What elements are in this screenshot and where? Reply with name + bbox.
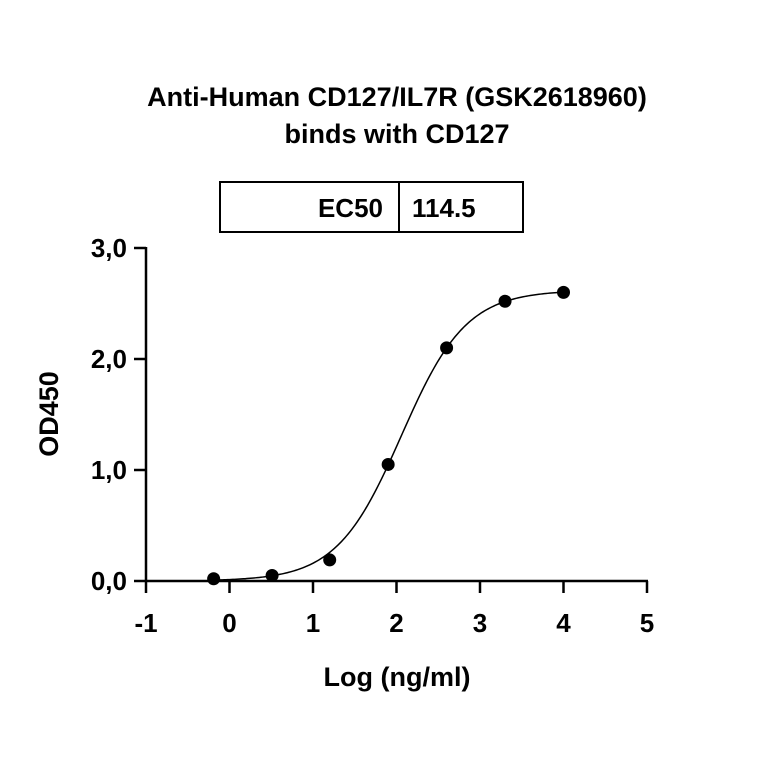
x-tick-label: 0	[222, 608, 236, 638]
data-point	[207, 572, 221, 586]
x-tick-label: 2	[389, 608, 403, 638]
x-tick-label: 1	[306, 608, 320, 638]
ec50-value: 114.5	[412, 193, 476, 223]
x-tick-label: 4	[556, 608, 571, 638]
chart-title-line-1: Anti-Human CD127/IL7R (GSK2618960)	[147, 82, 647, 112]
ec50-table: EC50 114.5	[219, 181, 524, 233]
ec50-table-border	[219, 181, 524, 233]
y-tick-label: 1,0	[91, 455, 127, 485]
data-point	[557, 285, 570, 299]
data-point	[265, 568, 279, 582]
x-tick-label: 3	[473, 608, 487, 638]
data-point	[498, 294, 512, 308]
data-point	[440, 341, 454, 355]
data-point	[323, 553, 337, 567]
x-tick-label: -1	[134, 608, 157, 638]
ec50-label: EC50	[318, 193, 383, 223]
y-tick-label: 3,0	[91, 233, 127, 263]
x-axis-label: Log (ng/ml)	[324, 662, 471, 692]
x-tick-label: 5	[640, 608, 654, 638]
chart-title-line-2: binds with CD127	[284, 119, 509, 149]
y-tick-label: 2,0	[91, 344, 127, 374]
fit-curve	[213, 291, 564, 581]
y-tick-label: 0,0	[91, 566, 127, 596]
data-point	[381, 457, 395, 471]
y-axis-label: OD450	[34, 371, 64, 457]
